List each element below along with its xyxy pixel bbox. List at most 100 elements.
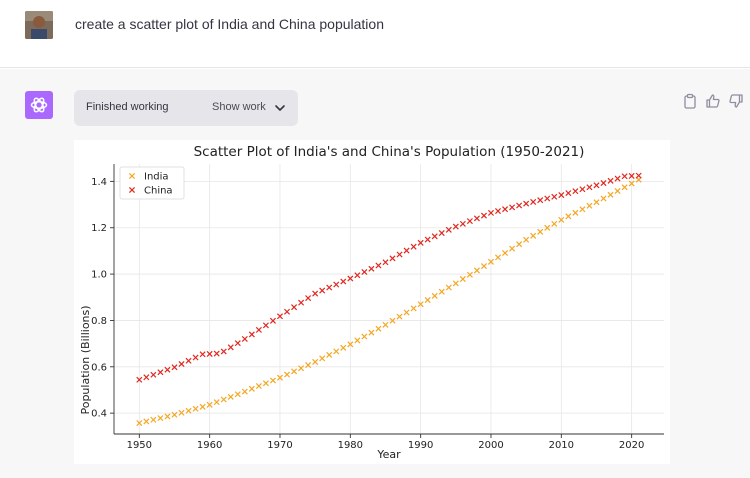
india-data-point xyxy=(502,249,509,257)
india-data-point xyxy=(593,199,600,206)
india-data-point xyxy=(234,391,241,398)
india-data-point xyxy=(487,258,495,265)
india-data-point xyxy=(551,220,558,227)
clipboard-icon[interactable] xyxy=(682,93,698,109)
working-status-pill[interactable]: Finished working Show work xyxy=(74,90,298,126)
india-data-point xyxy=(143,418,150,425)
china-data-point xyxy=(368,265,375,272)
china-data-point xyxy=(572,188,579,195)
chart-title: Scatter Plot of India's and China's Popu… xyxy=(194,144,585,160)
y-axis-label: Population (Billions) xyxy=(79,305,92,414)
y-tick-label: 1.4 xyxy=(91,177,107,188)
china-data-point xyxy=(361,268,368,276)
scatter-chart: Scatter Plot of India's and China's Popu… xyxy=(74,140,670,464)
china-data-point xyxy=(586,184,593,191)
china-data-point xyxy=(241,335,248,343)
china-data-point xyxy=(502,206,509,213)
india-data-point xyxy=(361,333,368,340)
india-data-point xyxy=(347,341,354,348)
india-data-point xyxy=(375,325,382,332)
india-data-point xyxy=(227,393,234,400)
india-data-point xyxy=(312,358,319,365)
india-data-point xyxy=(199,403,206,410)
china-data-point xyxy=(396,251,403,258)
india-data-point xyxy=(438,288,445,295)
chatgpt-logo-icon xyxy=(25,91,53,119)
thumbs-up-icon[interactable] xyxy=(705,93,721,109)
show-work-button[interactable]: Show work xyxy=(212,101,266,113)
india-data-point xyxy=(628,180,635,187)
china-data-point xyxy=(459,220,466,227)
india-data-point xyxy=(283,371,291,378)
india-data-point xyxy=(333,348,340,355)
legend-marker-china xyxy=(128,186,136,194)
india-data-point xyxy=(452,280,459,287)
x-tick-label: 2000 xyxy=(478,440,503,451)
india-data-point xyxy=(480,263,487,270)
china-data-point xyxy=(305,295,312,302)
china-data-point xyxy=(269,317,276,324)
china-data-point xyxy=(375,262,382,269)
india-data-point xyxy=(424,297,431,304)
india-data-point xyxy=(614,187,621,195)
india-data-point xyxy=(262,380,269,387)
china-data-point xyxy=(333,281,340,288)
india-data-point xyxy=(389,317,396,324)
china-data-point xyxy=(509,204,516,211)
india-data-point xyxy=(354,337,361,344)
china-data-point xyxy=(192,354,199,361)
india-data-point xyxy=(509,245,516,252)
x-tick-label: 1990 xyxy=(408,440,433,451)
china-data-point xyxy=(621,173,628,180)
china-data-point xyxy=(593,182,600,189)
assistant-message-row: Finished working Show work Scatter Plot … xyxy=(0,69,750,478)
china-data-point xyxy=(424,236,431,243)
india-data-point xyxy=(248,385,255,392)
india-data-point xyxy=(291,368,298,375)
india-data-point xyxy=(410,305,417,312)
china-data-point xyxy=(466,218,473,225)
china-data-point xyxy=(607,177,614,184)
india-data-point xyxy=(516,241,523,248)
china-data-point xyxy=(206,350,213,357)
y-tick-label: 0.8 xyxy=(91,316,107,327)
china-data-point xyxy=(326,284,333,291)
y-tick-label: 1.0 xyxy=(91,270,107,281)
x-tick-label: 1970 xyxy=(267,440,292,451)
china-data-point xyxy=(255,326,262,333)
china-data-point xyxy=(185,357,192,364)
india-data-point xyxy=(494,254,502,261)
china-data-point xyxy=(480,212,487,219)
india-data-point xyxy=(537,228,544,235)
user-avatar xyxy=(25,11,53,39)
china-data-point xyxy=(164,366,171,373)
china-data-point xyxy=(227,344,234,351)
india-data-point xyxy=(164,413,171,420)
chevron-down-icon xyxy=(274,101,286,119)
india-data-point xyxy=(473,267,480,274)
status-text: Finished working xyxy=(86,101,169,113)
india-data-point xyxy=(572,209,579,216)
china-data-point xyxy=(537,197,544,204)
china-data-point xyxy=(494,208,502,215)
china-data-point xyxy=(487,209,495,216)
china-data-point xyxy=(199,351,206,358)
china-data-point xyxy=(171,364,178,371)
india-data-point xyxy=(579,206,586,213)
china-data-point xyxy=(213,350,220,357)
legend-label-india: India xyxy=(144,172,169,183)
india-data-point xyxy=(340,344,347,351)
china-data-point xyxy=(558,192,565,199)
china-data-point xyxy=(150,371,157,378)
india-data-point xyxy=(417,301,424,308)
india-data-point xyxy=(466,271,473,278)
x-tick-label: 1960 xyxy=(197,440,222,451)
thumbs-down-icon[interactable] xyxy=(728,93,744,109)
india-data-point xyxy=(276,374,284,381)
china-data-point xyxy=(220,348,227,355)
india-data-point xyxy=(586,202,593,209)
china-data-point xyxy=(628,172,635,179)
india-data-point xyxy=(305,362,312,369)
china-data-point xyxy=(136,376,143,383)
legend-box xyxy=(119,166,185,200)
